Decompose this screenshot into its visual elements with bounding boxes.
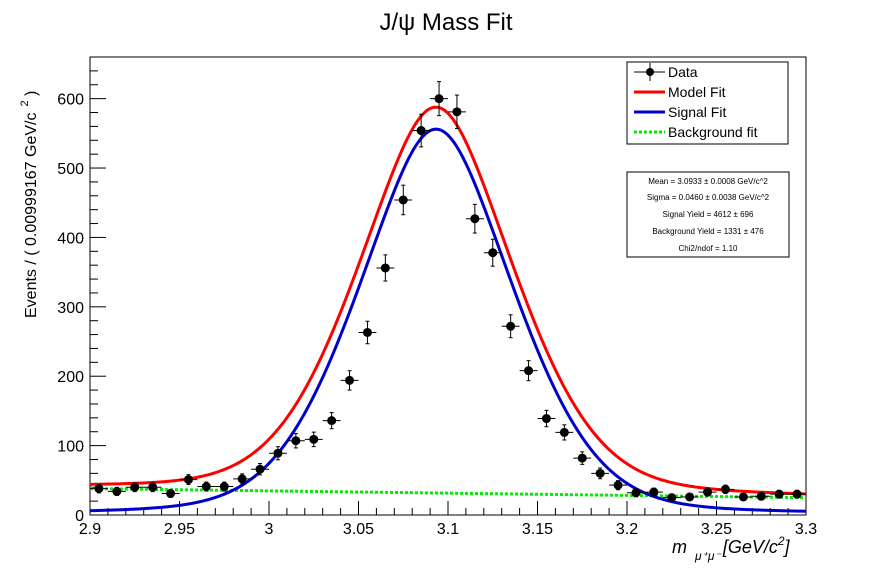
- data-point: [685, 492, 695, 502]
- data-point: [452, 107, 462, 117]
- y-axis-label-end: ): [23, 91, 40, 101]
- data-point: [667, 493, 677, 503]
- legend-data-marker: [646, 68, 654, 76]
- data-point: [201, 482, 211, 492]
- data-point: [756, 491, 766, 501]
- stat-mean: Mean = 3.0933 ± 0.0008 GeV/c^2: [648, 177, 768, 186]
- legend-label-signal: Signal Fit: [668, 104, 726, 120]
- x-axis-label-unit: [GeV/c: [722, 537, 778, 557]
- data-point: [416, 126, 426, 136]
- y-axis-label-main: Events / ( 0.00999167 GeV/c: [23, 113, 40, 318]
- data-point: [398, 195, 408, 205]
- data-point: [273, 448, 283, 458]
- x-tick-label: 3.15: [522, 521, 553, 538]
- fit-stats-border: [626, 171, 790, 258]
- data-point: [613, 480, 623, 490]
- y-tick-label: 0: [75, 508, 84, 525]
- data-point: [577, 453, 587, 463]
- data-points: [90, 81, 806, 503]
- stat-background-yield: Background Yield = 1331 ± 476: [652, 227, 764, 236]
- data-point: [703, 487, 713, 497]
- data-point: [345, 375, 355, 385]
- x-axis-label-sub: μ⁺μ⁻: [694, 549, 722, 563]
- data-point: [112, 486, 122, 496]
- data-point: [434, 94, 444, 104]
- data-point: [309, 434, 319, 444]
- x-tick-label: 3: [265, 521, 274, 538]
- y-axis-label-sup: 2: [19, 100, 31, 106]
- data-point: [720, 484, 730, 494]
- data-point: [488, 248, 498, 258]
- data-point: [541, 414, 551, 424]
- data-point: [649, 487, 659, 497]
- x-tick-label: 3.2: [616, 521, 638, 538]
- data-point: [183, 475, 193, 485]
- data-point: [237, 474, 247, 484]
- data-point: [738, 492, 748, 502]
- data-point: [774, 489, 784, 499]
- y-axis: 0 100 200 300 400 500 600: [57, 56, 106, 525]
- legend-box: [626, 61, 789, 145]
- x-axis-label: m μ⁺μ⁻ [GeV/c2]: [672, 534, 791, 563]
- y-tick-label: 500: [57, 161, 84, 178]
- data-point: [148, 482, 158, 492]
- data-point: [470, 214, 480, 224]
- model-fit-curve: [89, 105, 807, 496]
- data-point: [94, 484, 104, 494]
- data-point: [255, 464, 265, 474]
- x-axis-label-unit-sup: 2: [777, 534, 785, 548]
- x-tick-label: 3.1: [437, 521, 459, 538]
- legend-label-background: Background fit: [668, 124, 758, 140]
- legend-label-data: Data: [668, 64, 698, 80]
- legend: Data Model Fit Signal Fit Background fit: [626, 61, 789, 145]
- legend-label-model: Model Fit: [668, 84, 726, 100]
- data-point: [291, 436, 301, 446]
- data-point: [792, 489, 802, 499]
- y-tick-label: 100: [57, 439, 84, 456]
- data-point: [595, 468, 605, 478]
- x-tick-label: 3.05: [343, 521, 374, 538]
- stat-signal-yield: Signal Yield = 4612 ± 696: [663, 210, 754, 219]
- y-axis-label: Events / ( 0.00999167 GeV/c 2 ): [19, 91, 40, 318]
- x-tick-label: 3.25: [701, 521, 732, 538]
- data-point: [631, 488, 641, 498]
- data-point: [166, 488, 176, 498]
- x-axis: 2.9 2.95 3 3.05 3.1 3.15 3.2 3.25 3.3: [79, 501, 817, 538]
- x-tick-label: 3.3: [795, 521, 817, 538]
- x-tick-label: 2.95: [164, 521, 195, 538]
- data-point: [506, 321, 516, 331]
- data-point: [327, 416, 337, 426]
- data-point: [219, 482, 229, 492]
- stat-chi2: Chi2/ndof = 1.10: [679, 244, 738, 253]
- data-point: [130, 482, 140, 492]
- y-tick-label: 600: [57, 92, 84, 109]
- chart-title: J/ψ Mass Fit: [379, 9, 512, 36]
- data-point: [362, 327, 372, 337]
- x-axis-label-main: m: [672, 537, 687, 557]
- y-tick-label: 200: [57, 369, 84, 386]
- data-point: [559, 427, 569, 437]
- fit-stats-box: Mean = 3.0933 ± 0.0008 GeV/c^2 Sigma = 0…: [626, 171, 790, 258]
- x-tick-label: 2.9: [79, 521, 101, 538]
- signal-fit-curve: [89, 127, 807, 513]
- x-axis-label-unit-end: ]: [783, 537, 791, 557]
- data-point: [524, 366, 534, 376]
- y-tick-label: 400: [57, 230, 84, 247]
- y-tick-label: 300: [57, 300, 84, 317]
- stat-sigma: Sigma = 0.0460 ± 0.0038 GeV/c^2: [647, 193, 770, 202]
- data-point: [380, 263, 390, 273]
